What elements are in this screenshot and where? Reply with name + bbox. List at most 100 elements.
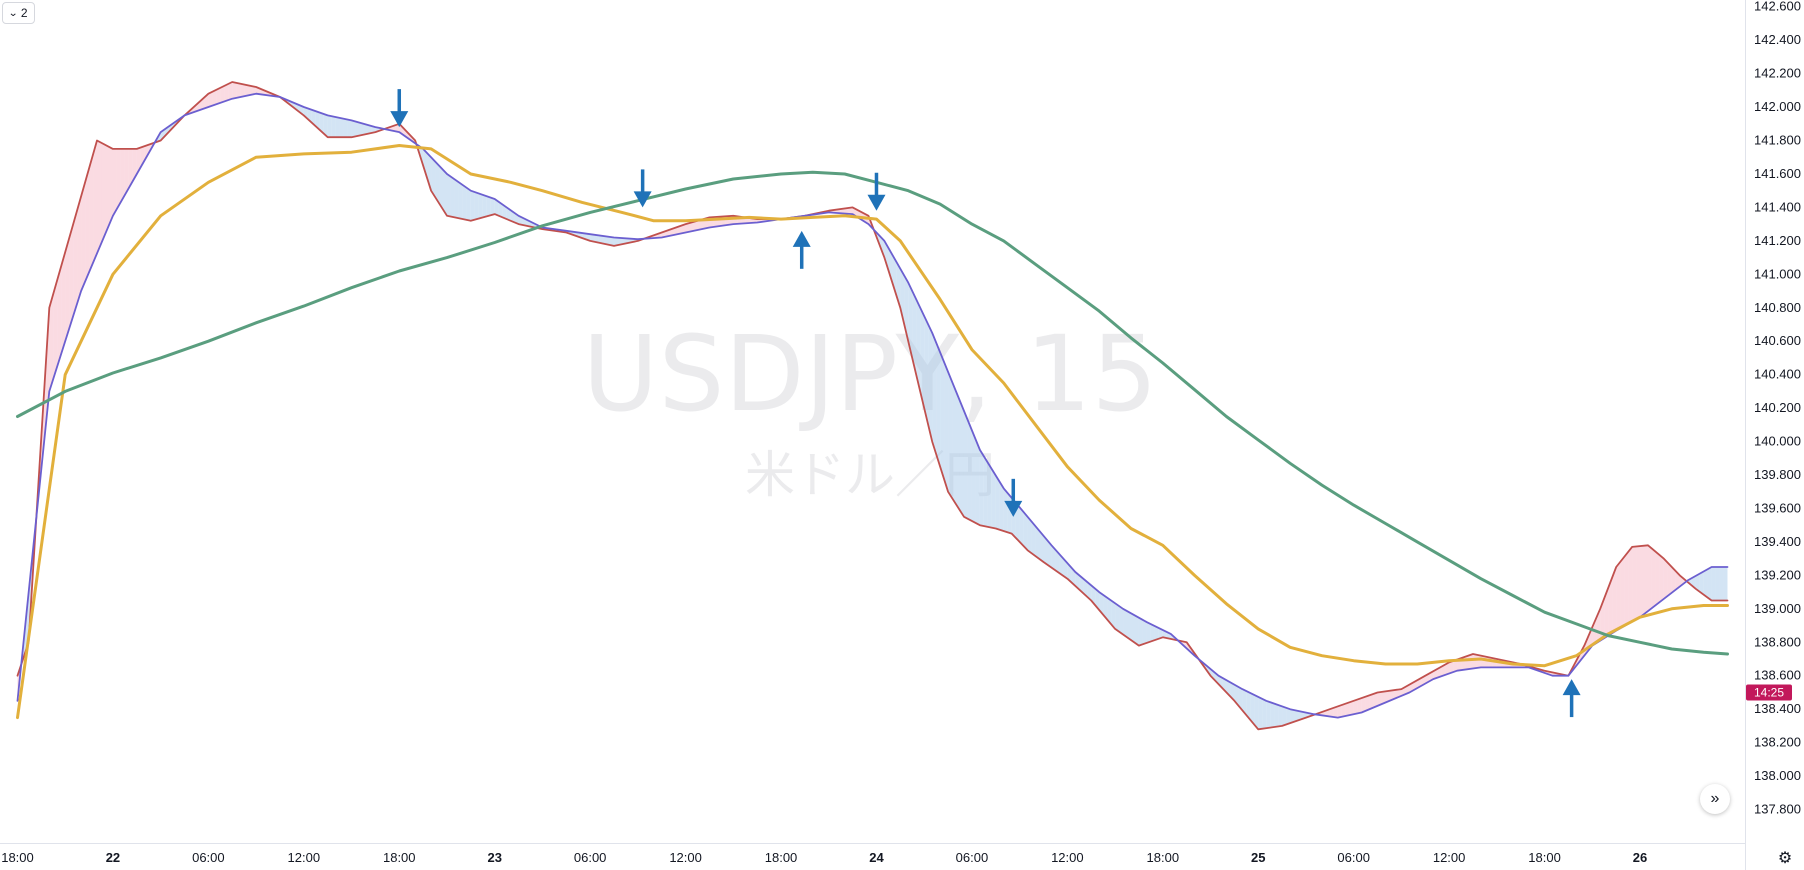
indicator-fill-segment (97, 140, 102, 254)
indicator-fill-segment (880, 236, 885, 258)
indicator-fill-segment (1234, 684, 1239, 706)
indicator-fill-segment (924, 316, 929, 425)
down-arrow-icon (633, 169, 652, 208)
indicator-fill-segment (220, 85, 225, 103)
indicator-fill-segment (1286, 707, 1291, 725)
indicator-fill-segment (1258, 696, 1263, 730)
indicator-fill-segment (1134, 615, 1139, 646)
indicator-fill-segment (689, 221, 694, 232)
indicator-fill-segment (1663, 558, 1668, 599)
indicator-fill-segment (1230, 682, 1235, 701)
indicator-fill-segment (236, 82, 241, 98)
indicator-fill-segment (81, 182, 86, 292)
indicator-fill-segment (987, 462, 992, 528)
indicator-fill-segment (65, 238, 70, 342)
indicator-fill-segment (49, 293, 54, 392)
watermark-description: 米ドル／円 (745, 446, 995, 504)
price-tick-label: 138.000 (1754, 768, 1801, 783)
indicator-fill-segment (1083, 578, 1088, 597)
time-tick-label: 06:00 (192, 850, 225, 865)
gear-icon: ⚙ (1777, 850, 1793, 867)
indicator-fill-segment (1079, 575, 1084, 594)
indicator-fill-segment (975, 440, 980, 526)
price-tick-label: 138.400 (1754, 701, 1801, 716)
indicator-fill-segment (132, 148, 137, 181)
indicator-fill-segment (73, 210, 78, 317)
indicator-fill-segment (1361, 696, 1366, 713)
indicator-fill-segment (673, 226, 678, 236)
chart-watermark: USDJPY, 15 米ドル／円 (582, 313, 1157, 504)
price-tick-label: 139.600 (1754, 500, 1801, 515)
indicator-fill-segment (1238, 686, 1243, 711)
indicator-fill-segment (1453, 659, 1458, 673)
indicator-fill-segment (1123, 608, 1128, 638)
indicator-fill-segment (1055, 549, 1060, 574)
indicator-fill-segment (327, 115, 332, 138)
series-line-4 (16, 170, 1729, 656)
double-chevron-right-icon: » (1710, 790, 1720, 807)
time-tick-label: 12:00 (1433, 850, 1466, 865)
price-tick-label: 139.000 (1754, 601, 1801, 616)
scroll-to-realtime-button[interactable]: » (1700, 784, 1730, 814)
time-tick-label: 25 (1251, 850, 1265, 865)
time-tick-label: 22 (106, 850, 120, 865)
price-axis[interactable]: 142.600 142.400 142.200 142.000 141.800 141.6… (1745, 0, 1802, 870)
indicator-fill-segment (450, 176, 455, 218)
time-tick-label: 12:00 (669, 850, 702, 865)
price-tick-label: 142.200 (1754, 66, 1801, 81)
indicator-fill-segment (1146, 622, 1151, 643)
indicator-fill-segment (1154, 626, 1159, 641)
indicator-fill-segment (844, 207, 849, 214)
indicator-fill-segment (963, 410, 968, 519)
indicator-fill-segment (1254, 694, 1259, 730)
indicator-fill-segment (435, 161, 440, 204)
price-tick-label: 141.600 (1754, 166, 1801, 181)
indicator-fill-segment (1632, 546, 1637, 622)
time-tick-label: 06:00 (574, 850, 607, 865)
indicator-fill-segment (311, 109, 316, 127)
indicator-fill-segment (1329, 707, 1334, 717)
signal-arrows-layer (390, 89, 1581, 718)
indicator-fill-segment (916, 299, 921, 392)
indicator-fill-segment (1138, 617, 1143, 646)
indicator-fill-segment (1345, 702, 1350, 716)
indicator-fill-segment (482, 194, 487, 218)
indicator-fill-segment (212, 89, 217, 106)
price-tick-label: 140.400 (1754, 367, 1801, 382)
indicator-fill-segment (216, 87, 221, 105)
indicator-fill-segment (1067, 563, 1072, 583)
indicator-fill-segment (1266, 700, 1271, 729)
indicator-fill-segment (351, 120, 356, 138)
indicator-fill-segment (1007, 493, 1012, 534)
indicator-fill-segment (478, 193, 483, 219)
indicator-fill-segment (1620, 556, 1625, 629)
chart-settings-button[interactable]: ⚙ (1774, 847, 1796, 869)
indicator-fill-segment (120, 148, 125, 202)
up-arrow-icon (1562, 679, 1581, 718)
indicator-fill-segment (1019, 507, 1024, 547)
indicator-fill-segment (323, 114, 328, 138)
indicator-fill-segment (621, 238, 626, 245)
indicator-fill-segment (1051, 545, 1056, 571)
indicator-fill-segment (1353, 699, 1358, 715)
indicator-fill-segment (466, 187, 471, 221)
time-axis[interactable]: 18:00 22 06:00 12:00 18:00 23 06:00 12:00 18:00 2… (0, 843, 1745, 866)
indicator-fill-segment (1063, 558, 1068, 579)
price-tick-label: 140.000 (1754, 434, 1801, 449)
indicator-fill-segment (602, 235, 607, 245)
indicator-fill-segment (983, 456, 988, 527)
indicator-fill-segment (920, 307, 925, 409)
indicator-fill-segment (57, 265, 62, 367)
indicator-fill-segment (693, 220, 698, 231)
indicator-fill-segment (944, 362, 949, 492)
collapse-indicators-button[interactable]: ⌄ 2 (2, 2, 35, 24)
indicator-fill-segment (474, 192, 479, 220)
indicator-fill-segment (936, 342, 941, 467)
time-tick-label: 18:00 (765, 850, 798, 865)
indicator-fill-segment (1484, 656, 1489, 668)
indicator-fill-segment (1695, 573, 1700, 592)
indicator-fill-segment (614, 237, 618, 246)
indicator-fill-segment (1441, 664, 1446, 677)
indicator-fill-segment (677, 225, 682, 235)
